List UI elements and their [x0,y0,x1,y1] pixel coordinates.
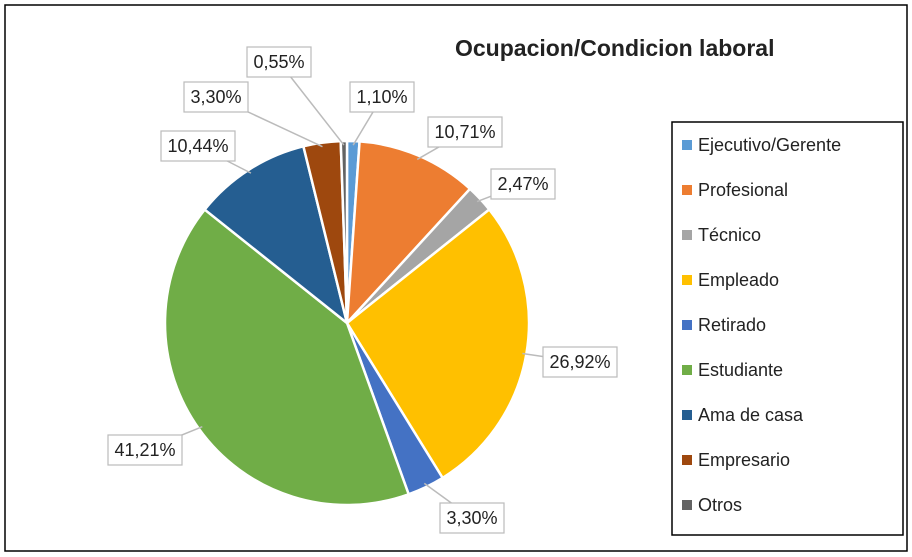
data-label-box [490,168,556,200]
pie-slice [202,144,350,327]
legend-swatch [682,320,692,330]
data-label: 1,10% [356,87,407,107]
data-label-box [427,116,503,148]
legend-swatch [682,365,692,375]
pie-slice [345,140,472,327]
legend-swatch [682,455,692,465]
data-label-box [160,130,236,162]
legend-swatch [682,410,692,420]
legend-box [671,121,904,536]
data-label: 0,55% [253,52,304,72]
legend-swatch [682,500,692,510]
legend-label: Otros [698,495,742,515]
data-label: 3,30% [446,508,497,528]
chart-title: Ocupacion/Condicion laboral [455,35,774,61]
legend-label: Profesional [698,180,788,200]
data-label-box [542,346,618,378]
data-label-box [107,434,183,466]
legend-label: Retirado [698,315,766,335]
data-label-box [246,46,312,78]
legend-swatch [682,140,692,150]
data-label: 10,71% [434,122,495,142]
data-label: 26,92% [549,352,610,372]
legend-label: Ama de casa [698,405,804,425]
legend-label: Técnico [698,225,761,245]
legend-label: Ejecutivo/Gerente [698,135,841,155]
legend-label: Empresario [698,450,790,470]
legend-swatch [682,230,692,240]
legend-label: Empleado [698,270,779,290]
legend-label: Estudiante [698,360,783,380]
legend-swatch [682,275,692,285]
legend-swatch [682,185,692,195]
pie-slice [163,207,411,507]
data-label: 41,21% [114,440,175,460]
data-label: 2,47% [497,174,548,194]
data-label-box [439,502,505,534]
data-label-box [183,81,249,113]
data-label: 10,44% [167,136,228,156]
data-label-box [349,81,415,113]
data-label: 3,30% [190,87,241,107]
